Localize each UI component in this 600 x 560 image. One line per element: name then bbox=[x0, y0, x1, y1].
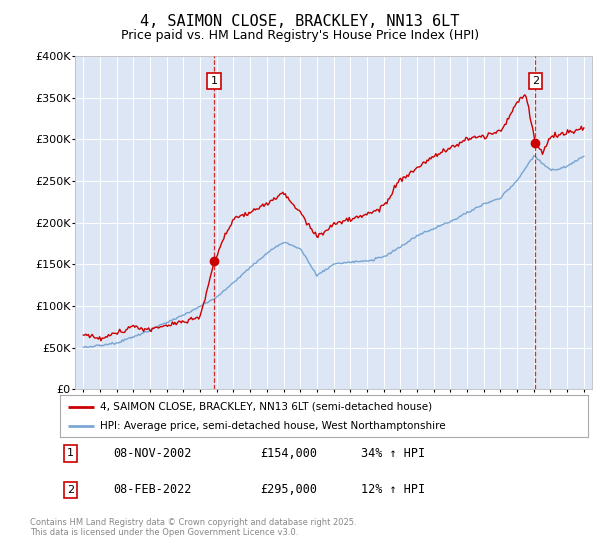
Text: 1: 1 bbox=[67, 449, 74, 459]
Text: 12% ↑ HPI: 12% ↑ HPI bbox=[361, 483, 425, 496]
Text: 4, SAIMON CLOSE, BRACKLEY, NN13 6LT (semi-detached house): 4, SAIMON CLOSE, BRACKLEY, NN13 6LT (sem… bbox=[100, 402, 432, 412]
Text: £154,000: £154,000 bbox=[260, 447, 317, 460]
Text: 2: 2 bbox=[532, 76, 539, 86]
Text: 2: 2 bbox=[67, 485, 74, 494]
Text: 08-NOV-2002: 08-NOV-2002 bbox=[113, 447, 191, 460]
Text: HPI: Average price, semi-detached house, West Northamptonshire: HPI: Average price, semi-detached house,… bbox=[100, 421, 445, 431]
Text: Price paid vs. HM Land Registry's House Price Index (HPI): Price paid vs. HM Land Registry's House … bbox=[121, 29, 479, 42]
Text: 4, SAIMON CLOSE, BRACKLEY, NN13 6LT: 4, SAIMON CLOSE, BRACKLEY, NN13 6LT bbox=[140, 14, 460, 29]
Text: £295,000: £295,000 bbox=[260, 483, 317, 496]
Text: 34% ↑ HPI: 34% ↑ HPI bbox=[361, 447, 425, 460]
Text: Contains HM Land Registry data © Crown copyright and database right 2025.
This d: Contains HM Land Registry data © Crown c… bbox=[30, 518, 356, 538]
Text: 08-FEB-2022: 08-FEB-2022 bbox=[113, 483, 191, 496]
Text: 1: 1 bbox=[211, 76, 218, 86]
